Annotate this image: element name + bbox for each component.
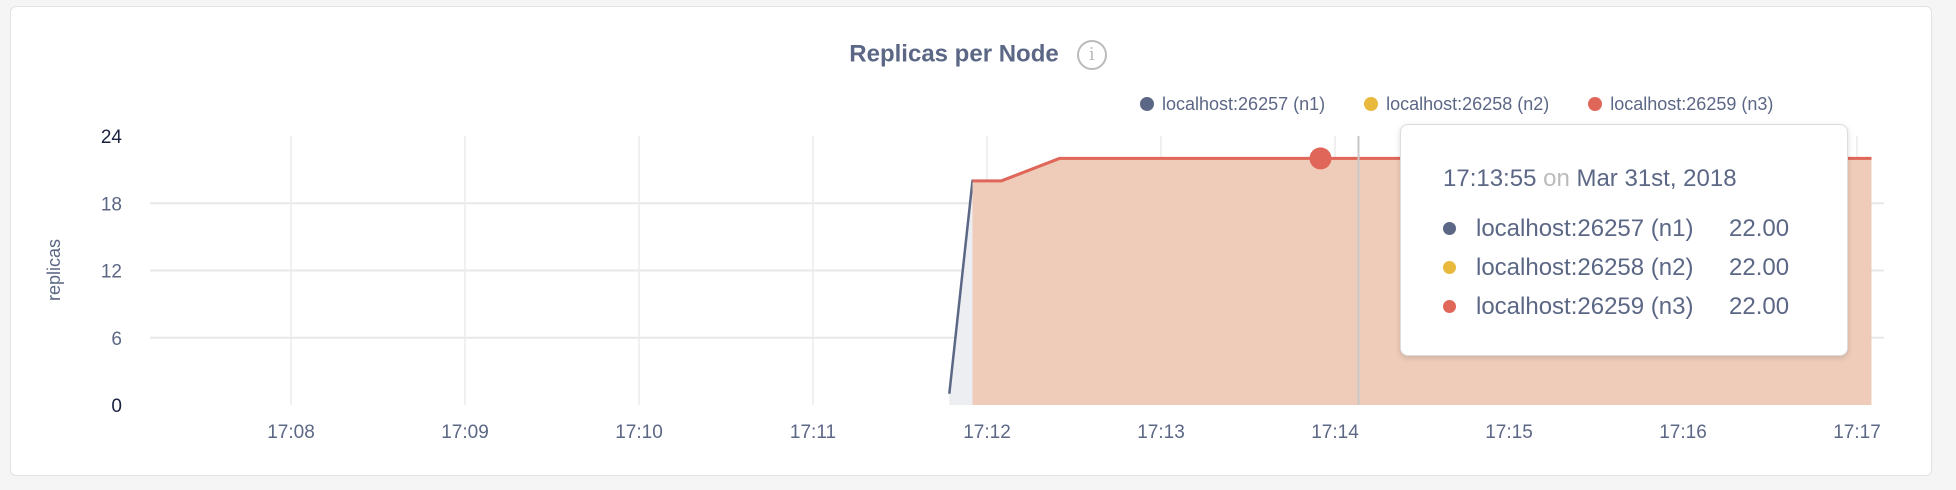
legend-dot [1140,97,1154,111]
legend-label: localhost:26259 (n3) [1610,94,1774,114]
legend-label: localhost:26257 (n1) [1162,94,1326,114]
tooltip-header: 17:13:55 on Mar 31st, 2018 [1443,165,1847,193]
legend-item-n1[interactable]: localhost:26257 (n1) [1140,94,1325,114]
legend-dot [1364,97,1379,111]
tooltip-on: on [1543,165,1570,192]
hover-point [1309,147,1332,170]
x-tick-label: 17:12 [963,422,1011,443]
tooltip-row-n1: localhost:26257 (n1) 22.00 [1443,209,1847,248]
x-tick-label: 17:08 [267,422,315,443]
tooltip-date: Mar 31st, 2018 [1576,165,1737,192]
tooltip-value: 22.00 [1729,292,1790,320]
series-dot [1443,261,1456,274]
legend-item-n2[interactable]: localhost:26258 (n2) [1364,94,1549,114]
tooltip: 17:13:55 on Mar 31st, 2018 localhost:262… [1400,124,1848,356]
y-tick-label: 24 [101,127,123,148]
x-tick-label: 17:17 [1833,422,1881,443]
tooltip-value: 22.00 [1729,214,1790,242]
y-axis-label: replicas [44,239,64,301]
x-tick-label: 17:15 [1485,422,1533,443]
x-tick-label: 17:09 [441,422,489,443]
tooltip-label: localhost:26257 (n1) [1476,214,1694,242]
y-tick-label: 12 [101,262,122,283]
legend-dot [1588,97,1603,111]
tooltip-value: 22.00 [1729,253,1790,281]
y-tick-label: 0 [111,396,122,417]
tooltip-label: localhost:26258 (n2) [1476,253,1694,281]
y-tick-label: 18 [101,194,122,215]
x-tick-label: 17:14 [1311,422,1359,443]
tooltip-row-n2: localhost:26258 (n2) 22.00 [1443,248,1847,287]
legend: localhost:26257 (n1) localhost:26258 (n2… [1140,94,1807,115]
x-tick-label: 17:10 [615,422,663,443]
legend-label: localhost:26258 (n2) [1386,94,1550,114]
x-tick-label: 17:13 [1137,422,1185,443]
series-dot [1443,300,1456,313]
legend-item-n3[interactable]: localhost:26259 (n3) [1588,94,1773,114]
tooltip-time: 17:13:55 [1443,165,1537,192]
x-tick-label: 17:11 [790,422,836,443]
x-tick-label: 17:16 [1659,422,1707,443]
chart-title: Replicas per Node i [0,40,1956,70]
tooltip-label: localhost:26259 (n3) [1476,292,1694,320]
y-tick-label: 6 [111,329,122,350]
tooltip-row-n3: localhost:26259 (n3) 22.00 [1443,287,1847,326]
info-icon[interactable]: i [1076,40,1107,70]
series-dot [1443,222,1456,235]
chart-title-text: Replicas per Node [849,40,1059,68]
